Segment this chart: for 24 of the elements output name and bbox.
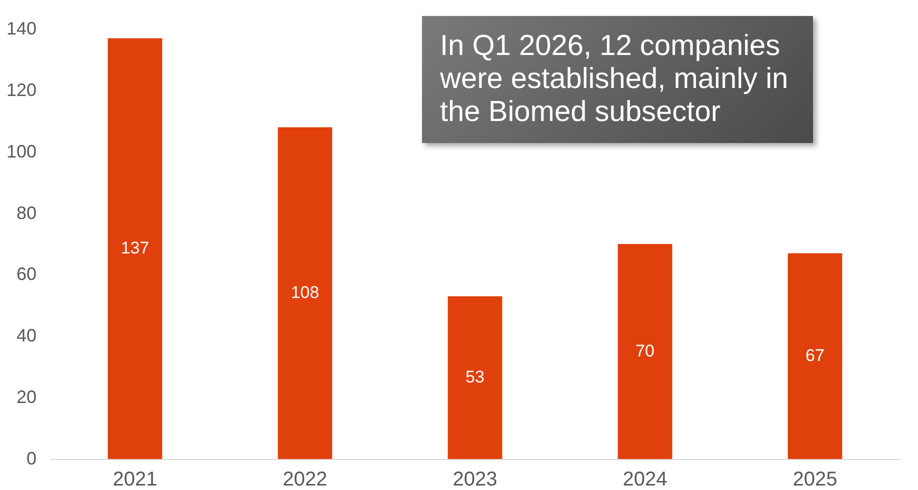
data-label: 67: [806, 346, 824, 366]
y-tick-label: 80: [16, 202, 36, 223]
data-label: 53: [466, 368, 484, 387]
bar: [618, 244, 672, 459]
x-tick-label: 2025: [792, 468, 838, 490]
annotation: In Q1 2026, 12 companies were established, mainly in the Biomed subsector: [422, 16, 813, 143]
data-label: 137: [120, 238, 150, 258]
y-tick-label: 140: [6, 18, 36, 38]
y-tick-label: 0: [26, 448, 36, 468]
data-label: 108: [290, 283, 320, 302]
y-tick-label: 40: [16, 326, 36, 346]
y-tick-label: 20: [16, 387, 36, 408]
y-tick-label: 60: [16, 264, 36, 284]
x-tick-label: 2023: [452, 468, 498, 490]
y-tick-label: 120: [6, 80, 36, 100]
bar: [788, 253, 842, 459]
bar: [278, 127, 332, 459]
x-tick-label: 2021: [112, 468, 158, 490]
bar: [448, 296, 502, 459]
x-tick-label: 2022: [282, 468, 328, 490]
bar: [108, 38, 162, 459]
data-label: 70: [636, 342, 654, 360]
y-tick-label: 100: [6, 141, 36, 162]
x-tick-label: 2024: [622, 468, 668, 490]
